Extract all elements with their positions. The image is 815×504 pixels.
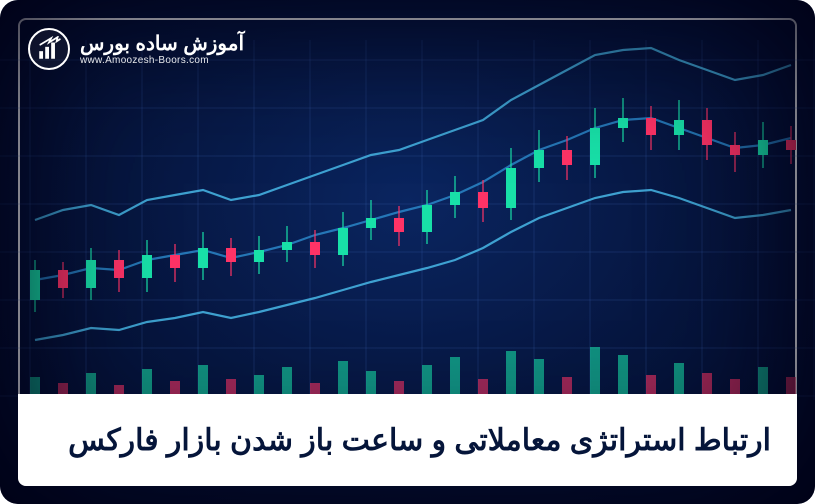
title-bar: ارتباط استراتژی معاملاتی و ساعت باز شدن …	[18, 394, 797, 486]
candlesticks	[30, 98, 796, 312]
logo-mark-icon	[28, 28, 70, 70]
card-root: آموزش ساده بورس www.Amoozesh-Boors.com ا…	[0, 0, 815, 504]
chart-grid	[0, 40, 815, 400]
page-title: ارتباط استراتژی معاملاتی و ساعت باز شدن …	[68, 421, 771, 460]
logo-text: آموزش ساده بورس www.Amoozesh-Boors.com	[80, 33, 244, 66]
bars-arrow-icon	[36, 36, 62, 62]
brand-logo: آموزش ساده بورس www.Amoozesh-Boors.com	[28, 28, 244, 70]
logo-url-text: www.Amoozesh-Boors.com	[80, 55, 244, 66]
logo-brand-text: آموزش ساده بورس	[80, 33, 244, 55]
volume-bars	[30, 347, 796, 395]
